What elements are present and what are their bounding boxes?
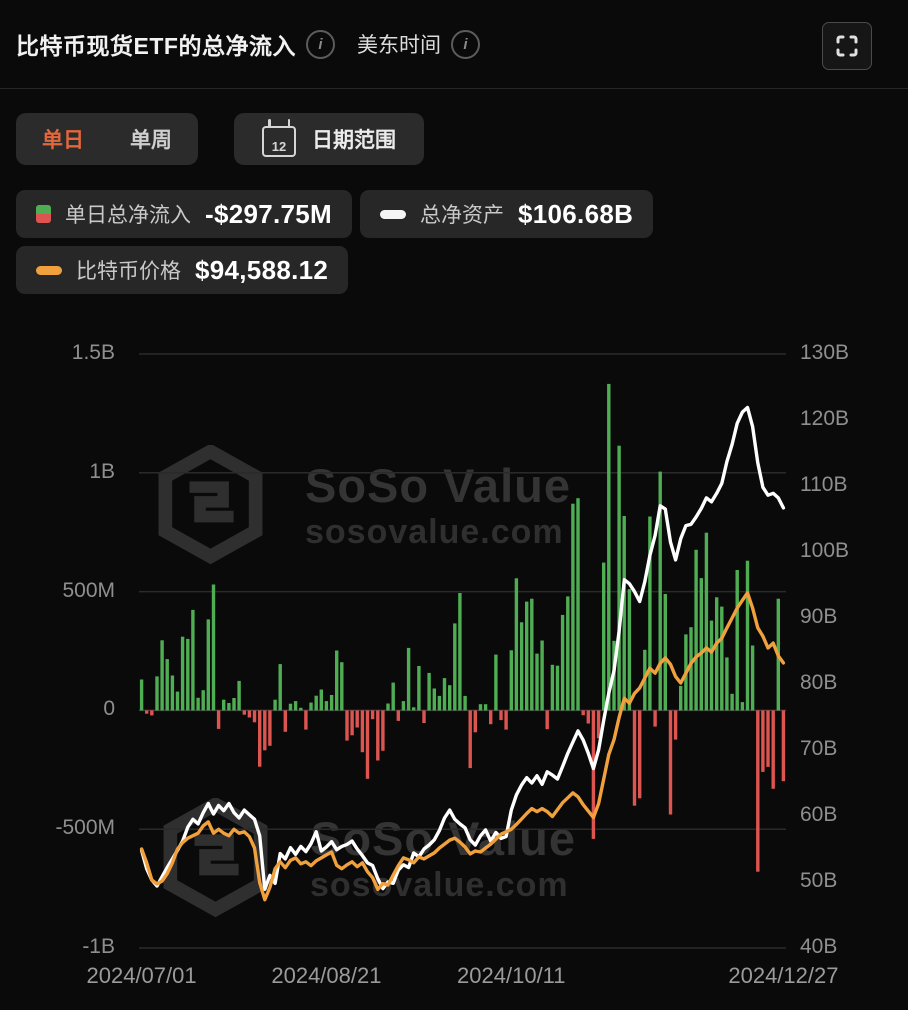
calendar-icon: 12 [262,119,296,157]
right-axis-tick: 90B [800,605,838,628]
legend-assets-value: $106.68B [518,198,634,229]
right-axis-tick: 130B [800,341,850,364]
timezone-info-icon[interactable]: i [450,29,480,59]
legend-flow-label: 单日总净流入 [65,204,191,227]
legend-row-2: 比特币价格 $94,588.12 [16,246,349,294]
header: 比特币现货ETF的总净流入 i 美东时间 i [0,0,908,88]
flow-series-icon [36,205,51,223]
fullscreen-icon [835,34,859,58]
left-axis-tick: 500M [62,578,115,602]
x-axis-tick: 2024/12/27 [728,963,839,988]
controls-row: 单日 单周 12 日期范围 [16,113,424,165]
sosovalue-cube-logo [158,445,263,565]
legend-row-1: 单日总净流入 -$297.75M 总净资产 $106.68B [16,190,654,238]
right-axis-tick: 40B [800,935,838,958]
info-icon[interactable]: i [305,29,335,59]
right-axis-tick: 110B [800,473,848,496]
legend-net-assets[interactable]: 总净资产 $106.68B [360,190,654,238]
watermark-domain: sosovalue.com [310,866,569,904]
tab-daily[interactable]: 单日 [42,129,84,152]
right-axis-tick: 50B [800,869,838,892]
left-axis-tick: -1B [82,935,115,958]
legend-flow-value: -$297.75M [205,198,332,229]
header-divider [0,88,908,89]
right-axis-tick: 60B [800,803,838,826]
left-axis-tick: 0 [103,697,115,721]
left-axis-tick: 1B [89,459,115,483]
fullscreen-button[interactable] [822,22,872,70]
watermark-domain: sosovalue.com [305,513,564,551]
date-range-button[interactable]: 12 日期范围 [234,113,424,165]
watermark-brand: SoSo Value [305,459,571,512]
legend-assets-label: 总净资产 [420,204,504,227]
assets-series-icon [380,209,406,219]
right-axis-tick: 100B [800,539,850,562]
x-axis-tick: 2024/07/01 [86,963,197,988]
right-axis-tick: 70B [800,737,838,760]
legend-daily-netflow[interactable]: 单日总净流入 -$297.75M [16,190,352,238]
period-toggle: 单日 单周 [16,113,198,165]
date-range-label: 日期范围 [312,129,396,152]
price-series-icon [36,265,62,275]
legend-price-label: 比特币价格 [76,260,181,283]
legend-price-value: $94,588.12 [195,254,329,285]
tab-weekly[interactable]: 单周 [130,129,172,152]
x-axis-tick: 2024/08/21 [271,963,382,988]
right-axis-tick: 120B [800,407,850,430]
legend-btc-price[interactable]: 比特币价格 $94,588.12 [16,246,349,294]
right-axis-tick: 80B [800,671,838,694]
x-axis-tick: 2024/10/11 [457,963,566,988]
left-axis-tick: -500M [55,816,115,840]
timezone-label: 美东时间 [356,34,441,57]
page-title: 比特币现货ETF的总净流入 [16,33,296,59]
watermark-top: SoSo Value sosovalue.com [158,445,571,565]
left-axis-tick: 1.5B [71,341,115,364]
